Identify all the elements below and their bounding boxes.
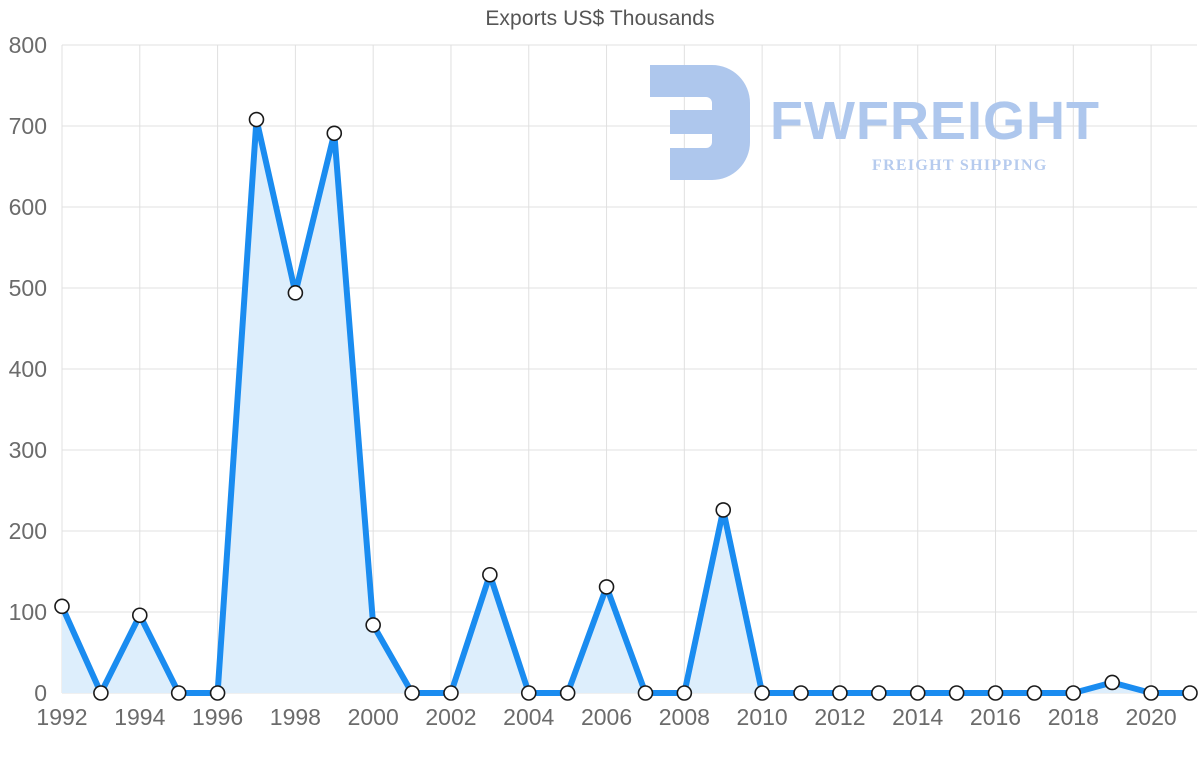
y-axis-tick-label: 600 bbox=[9, 194, 47, 220]
data-point-marker[interactable] bbox=[715, 502, 732, 518]
x-axis-tick-label: 1994 bbox=[114, 704, 165, 730]
x-axis-tick-label: 1998 bbox=[270, 704, 321, 730]
y-axis-tick-labels: 0 100 200 300 400 500 600 700 800 bbox=[9, 32, 47, 706]
y-axis-tick-label: 300 bbox=[9, 437, 47, 463]
data-point-marker[interactable] bbox=[793, 685, 809, 701]
x-axis-tick-label: 2006 bbox=[581, 704, 632, 730]
x-axis-tick-label: 2018 bbox=[1048, 704, 1099, 730]
y-axis-tick-label: 100 bbox=[9, 599, 47, 625]
x-axis-tick-label: 2012 bbox=[814, 704, 865, 730]
y-axis-tick-label: 500 bbox=[9, 275, 47, 301]
x-axis-tick-labels: 1992 1994 1996 1998 2000 2002 2004 2006 2008 2010… bbox=[36, 704, 1176, 730]
data-point-marker[interactable] bbox=[637, 685, 654, 701]
y-axis-tick-label: 200 bbox=[9, 518, 47, 544]
data-point-marker[interactable] bbox=[248, 111, 265, 128]
y-axis-tick-label: 700 bbox=[9, 113, 47, 139]
area-fill bbox=[62, 119, 1190, 693]
data-point-marker[interactable] bbox=[93, 685, 109, 701]
x-axis-tick-label: 2016 bbox=[970, 704, 1021, 730]
y-axis-tick-label: 0 bbox=[34, 680, 47, 706]
data-point-marker[interactable] bbox=[559, 685, 576, 701]
data-point-marker[interactable] bbox=[754, 685, 770, 701]
x-axis-tick-label: 2004 bbox=[503, 704, 554, 730]
x-axis-tick-label: 2014 bbox=[892, 704, 943, 730]
x-axis-tick-label: 1996 bbox=[192, 704, 243, 730]
grid-lines bbox=[61, 44, 1197, 694]
x-axis-tick-label: 2010 bbox=[737, 704, 788, 730]
data-point-marker[interactable] bbox=[326, 125, 343, 142]
y-axis-tick-label: 400 bbox=[9, 356, 47, 382]
data-point-marker[interactable] bbox=[131, 607, 148, 624]
data-point-marker[interactable] bbox=[1182, 685, 1198, 701]
x-axis-tick-label: 2008 bbox=[659, 704, 710, 730]
data-point-marker[interactable] bbox=[520, 685, 537, 701]
data-point-marker[interactable] bbox=[987, 685, 1004, 701]
data-point-marker[interactable] bbox=[871, 685, 887, 701]
data-point-markers bbox=[54, 111, 1198, 701]
data-point-marker[interactable] bbox=[1104, 674, 1121, 691]
data-point-marker[interactable] bbox=[287, 285, 304, 301]
data-point-marker[interactable] bbox=[676, 685, 693, 701]
x-axis-tick-label: 2002 bbox=[425, 704, 476, 730]
data-point-marker[interactable] bbox=[1065, 685, 1082, 701]
data-point-marker[interactable] bbox=[598, 579, 615, 595]
data-point-marker[interactable] bbox=[209, 685, 226, 701]
data-point-marker[interactable] bbox=[909, 685, 926, 701]
data-point-marker[interactable] bbox=[948, 685, 965, 701]
area-fill-path bbox=[62, 119, 1190, 693]
chart-title: Exports US$ Thousands bbox=[485, 7, 715, 30]
data-point-marker[interactable] bbox=[404, 685, 420, 701]
data-point-marker[interactable] bbox=[54, 598, 70, 615]
data-point-marker[interactable] bbox=[170, 685, 187, 701]
data-point-marker[interactable] bbox=[365, 617, 381, 633]
x-axis-tick-label: 1992 bbox=[36, 704, 87, 730]
x-axis-tick-label: 2020 bbox=[1126, 704, 1177, 730]
data-point-marker[interactable] bbox=[443, 685, 459, 701]
data-point-marker[interactable] bbox=[1143, 685, 1159, 701]
data-point-marker[interactable] bbox=[832, 685, 848, 701]
data-point-marker[interactable] bbox=[482, 566, 498, 583]
y-axis-tick-label: 800 bbox=[9, 32, 47, 58]
data-point-marker[interactable] bbox=[1026, 685, 1043, 701]
x-axis-tick-label: 2000 bbox=[348, 704, 399, 730]
